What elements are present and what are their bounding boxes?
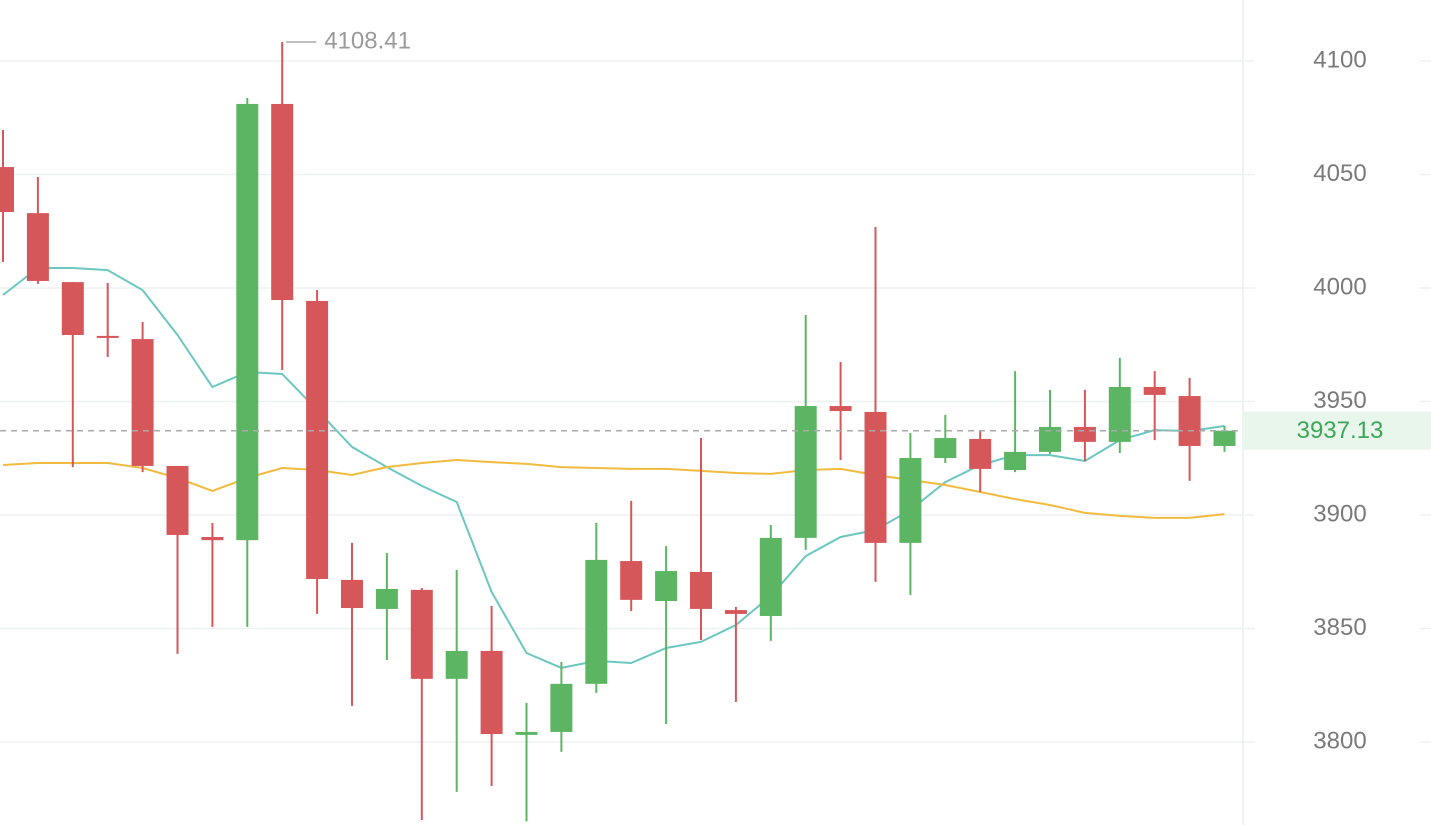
candle-body <box>0 167 14 212</box>
candle-body <box>480 650 503 734</box>
max-label: 4108.41 <box>324 27 411 54</box>
candle-body <box>1039 426 1061 452</box>
candle-body <box>899 458 922 543</box>
candle-body <box>26 213 49 281</box>
candle-body <box>61 282 84 335</box>
candle-body <box>1004 451 1027 471</box>
candle-body <box>1178 396 1201 446</box>
last-price-label: 3937.13 <box>1297 417 1384 444</box>
candle-body <box>829 406 852 412</box>
candle-body <box>445 650 468 679</box>
candle-body <box>690 571 712 609</box>
candle-body <box>166 465 189 535</box>
candle-body <box>341 579 363 609</box>
y-tick-label: 3950 <box>1313 387 1366 414</box>
ma-line <box>2 458 1225 519</box>
candle-body <box>96 335 119 338</box>
candle-body <box>620 561 643 600</box>
candle-body <box>969 438 992 469</box>
y-tick-label: 3800 <box>1313 727 1366 754</box>
last-price-badge <box>1243 411 1431 450</box>
candle-body <box>794 406 817 538</box>
candle-body <box>306 300 329 579</box>
candle-body <box>236 103 259 541</box>
candle-body <box>375 588 398 609</box>
candle-body <box>934 438 957 459</box>
candle-body <box>410 589 433 679</box>
y-tick-label: 4000 <box>1313 273 1366 300</box>
y-tick-label: 3850 <box>1313 614 1366 641</box>
candle-body <box>724 610 747 614</box>
candle-body <box>550 683 573 732</box>
candles <box>0 41 1236 822</box>
candle-body <box>655 571 678 601</box>
candle-body <box>515 731 538 735</box>
candle-body <box>864 411 887 543</box>
candle-body <box>1073 426 1096 442</box>
candle-body <box>1108 386 1131 442</box>
y-tick-label: 4050 <box>1313 160 1366 187</box>
candle-body <box>585 559 608 684</box>
labels: 3800 3850 3900 3950 4000 4050 4100 4108.41 3937.… <box>0 27 1431 754</box>
candle-body <box>1213 430 1236 446</box>
candle-body <box>759 537 782 616</box>
y-tick-label: 3900 <box>1313 500 1366 527</box>
candle-body <box>1143 386 1166 395</box>
candle-body <box>131 339 154 466</box>
candle-body <box>201 536 224 541</box>
y-tick-label: 4100 <box>1313 46 1366 73</box>
grid <box>0 60 1431 743</box>
candle-body <box>271 103 294 301</box>
